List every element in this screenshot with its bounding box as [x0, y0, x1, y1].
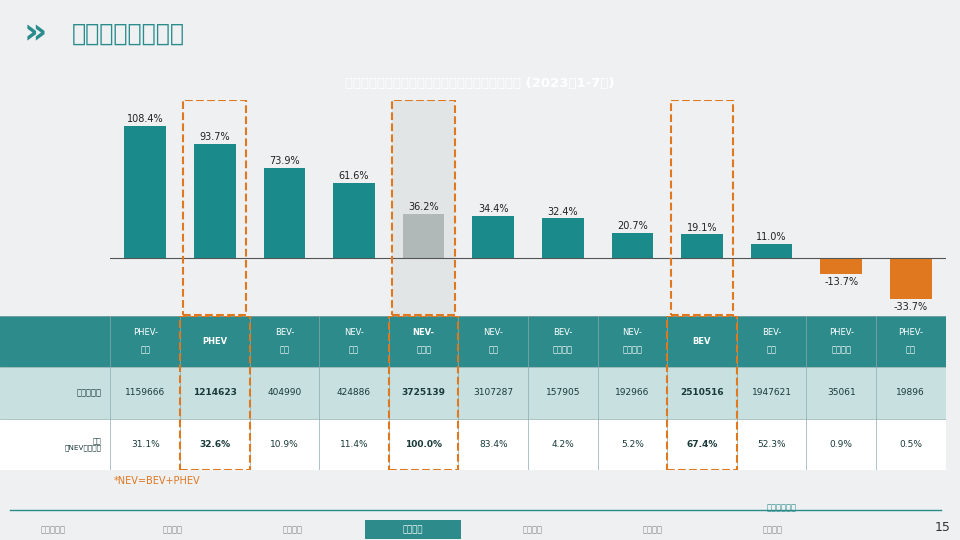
Bar [125, 126, 166, 258]
Text: NEV-: NEV- [622, 328, 642, 338]
Text: BEV: BEV [693, 337, 711, 346]
Text: 0.5%: 0.5% [900, 440, 923, 449]
Text: PHEV: PHEV [203, 337, 228, 346]
Bar [110, 367, 946, 418]
Text: BEV-: BEV- [553, 328, 572, 338]
Text: 自主: 自主 [767, 346, 777, 355]
Text: 192966: 192966 [615, 388, 650, 397]
Text: 份额
（NEV总市场）: 份额 （NEV总市场） [64, 437, 102, 451]
Bar [263, 168, 305, 258]
Text: 品牌定位细分市场: 品牌定位细分市场 [72, 22, 185, 46]
Text: -13.7%: -13.7% [824, 278, 858, 287]
Text: 35061: 35061 [827, 388, 855, 397]
Text: 19.1%: 19.1% [686, 222, 717, 233]
Text: 67.4%: 67.4% [686, 440, 718, 449]
Text: 10.9%: 10.9% [270, 440, 299, 449]
Text: 4.2%: 4.2% [551, 440, 574, 449]
Text: 深度合析报告: 深度合析报告 [767, 503, 797, 512]
Text: 61.6%: 61.6% [339, 171, 370, 181]
Text: *NEV=BEV+PHEV: *NEV=BEV+PHEV [113, 476, 200, 487]
Text: 3107287: 3107287 [473, 388, 514, 397]
Bar [0, 316, 110, 367]
Text: 0.9%: 0.9% [829, 440, 852, 449]
Bar [110, 418, 946, 470]
Bar [333, 183, 374, 258]
Text: PHEV-: PHEV- [899, 328, 924, 338]
Text: 20.7%: 20.7% [617, 221, 648, 231]
Text: 3725139: 3725139 [401, 388, 445, 397]
Text: 豪华: 豪华 [349, 346, 359, 355]
Text: 豪华: 豪华 [279, 346, 289, 355]
Text: 15: 15 [934, 521, 950, 534]
Text: 52.3%: 52.3% [757, 440, 786, 449]
Text: 主流合资: 主流合资 [622, 346, 642, 355]
Text: 100.0%: 100.0% [405, 440, 443, 449]
Text: 车型大类: 车型大类 [283, 525, 302, 535]
Bar [472, 216, 514, 258]
Text: 19896: 19896 [897, 388, 925, 397]
Text: 1159666: 1159666 [125, 388, 165, 397]
Text: BEV-: BEV- [275, 328, 294, 338]
Text: »: » [24, 17, 47, 51]
Text: 2510516: 2510516 [681, 388, 724, 397]
Bar [110, 316, 946, 367]
Text: 自主: 自主 [140, 346, 150, 355]
Bar [403, 214, 444, 258]
Bar [612, 233, 653, 258]
Text: 5.2%: 5.2% [621, 440, 644, 449]
Text: 1214623: 1214623 [193, 388, 237, 397]
Bar [393, 100, 455, 316]
Text: 34.4%: 34.4% [478, 204, 509, 214]
Text: 级别定位: 级别定位 [523, 525, 542, 535]
Text: 108.4%: 108.4% [127, 114, 163, 124]
Text: 11.0%: 11.0% [756, 233, 787, 242]
Text: 93.7%: 93.7% [200, 132, 230, 142]
Text: 32.4%: 32.4% [547, 206, 578, 217]
Bar [194, 144, 235, 258]
Bar [820, 258, 862, 274]
Text: 豪华: 豪华 [906, 346, 916, 355]
Text: 销量（辆）: 销量（辆） [77, 388, 102, 397]
Bar [541, 218, 584, 258]
Text: 总市场: 总市场 [416, 346, 431, 355]
Text: 企业竞争: 企业竞争 [763, 525, 782, 535]
Text: 技术类型: 技术类型 [163, 525, 182, 535]
Text: 自主: 自主 [489, 346, 498, 355]
Text: 83.4%: 83.4% [479, 440, 508, 449]
Text: -33.7%: -33.7% [894, 301, 928, 312]
Text: 404990: 404990 [267, 388, 301, 397]
Text: BEV-: BEV- [762, 328, 781, 338]
Text: NEV-: NEV- [483, 328, 503, 338]
Bar [0, 367, 110, 418]
Bar [751, 244, 792, 258]
Text: 主流合资: 主流合资 [553, 346, 573, 355]
Text: PHEV-: PHEV- [828, 328, 853, 338]
Text: 424886: 424886 [337, 388, 372, 397]
Bar [0, 418, 110, 470]
Text: 11.4%: 11.4% [340, 440, 369, 449]
Text: 36.2%: 36.2% [408, 202, 439, 212]
Bar [890, 258, 931, 299]
Text: 品牌定位: 品牌定位 [402, 525, 423, 535]
Text: NEV-: NEV- [344, 328, 364, 338]
Text: 新能源市场: 新能源市场 [40, 525, 65, 535]
Text: 价格定位: 价格定位 [643, 525, 662, 535]
Text: PHEV-: PHEV- [132, 328, 157, 338]
Text: 32.6%: 32.6% [200, 440, 230, 449]
Text: NEV-: NEV- [413, 328, 435, 338]
Bar [681, 234, 723, 258]
Text: 新能源市场各品牌不同技术类型增速、销量和份额 (2023年1-7月): 新能源市场各品牌不同技术类型增速、销量和份额 (2023年1-7月) [346, 77, 614, 90]
Text: 157905: 157905 [545, 388, 580, 397]
Text: 1947621: 1947621 [752, 388, 792, 397]
Text: 31.1%: 31.1% [131, 440, 159, 449]
Text: 主流合资: 主流合资 [831, 346, 852, 355]
Text: 73.9%: 73.9% [269, 156, 300, 166]
FancyBboxPatch shape [365, 520, 461, 539]
